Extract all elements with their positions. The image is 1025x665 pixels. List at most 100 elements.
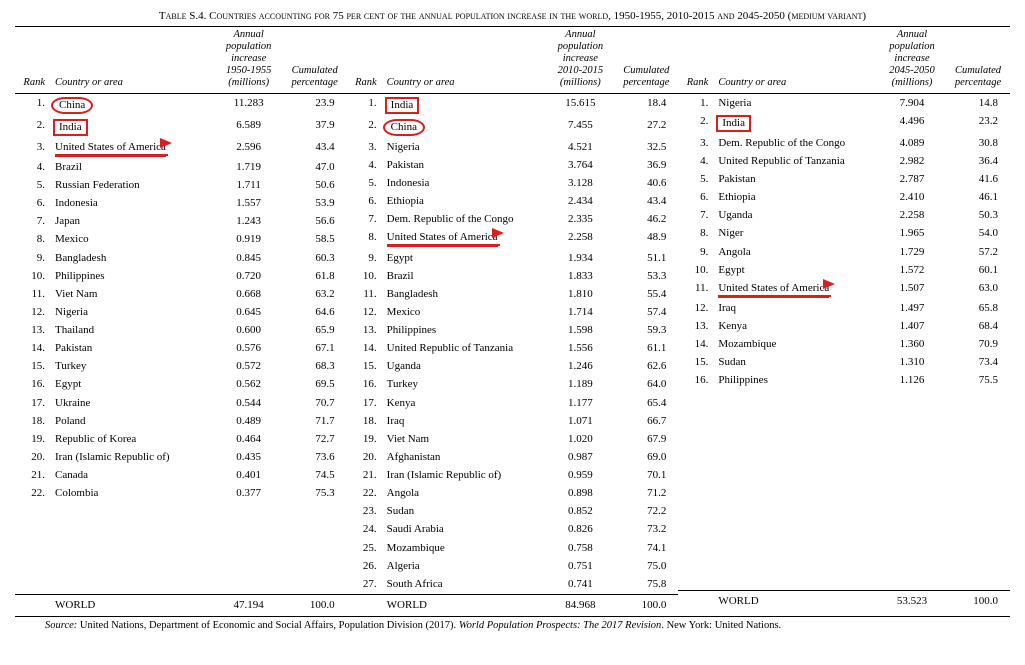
cell-cum: 68.4 — [946, 318, 1010, 336]
table-row: 10.Brazil1.83353.3 — [347, 267, 679, 285]
cell-cum: 36.9 — [614, 157, 678, 175]
cell-country: Bangladesh — [383, 286, 547, 304]
cell-country: Indonesia — [51, 195, 215, 213]
table-row: 16.Turkey1.18964.0 — [347, 376, 679, 394]
table-row: 4.Pakistan3.76436.9 — [347, 157, 679, 175]
cell-country: United States of America — [383, 229, 547, 249]
table-row: 9.Egypt1.93451.1 — [347, 249, 679, 267]
table-row-empty — [678, 463, 1010, 481]
table-row: 1.India15.61518.4 — [347, 94, 679, 117]
cell-cum: 61.1 — [614, 340, 678, 358]
table-row: 5.Indonesia3.12840.6 — [347, 175, 679, 193]
cell-country: Mozambique — [714, 336, 878, 354]
cell-rank: 12. — [347, 304, 383, 322]
cell-value: 0.898 — [546, 485, 614, 503]
cell-country: Philippines — [51, 267, 215, 285]
table-row: 13.Philippines1.59859.3 — [347, 322, 679, 340]
cell-cum: 37.9 — [283, 116, 347, 138]
col-country: Country or area — [51, 27, 215, 94]
table-row: 3.Nigeria4.52132.5 — [347, 139, 679, 157]
cell-rank: 1. — [15, 94, 51, 117]
cell-cum: 70.7 — [283, 394, 347, 412]
cell-country: Pakistan — [383, 157, 547, 175]
cell-rank: 7. — [15, 213, 51, 231]
cell-cum: 23.2 — [946, 112, 1010, 134]
cell-country: Canada — [51, 467, 215, 485]
cell-rank: 12. — [15, 304, 51, 322]
cell-cum: 75.3 — [283, 485, 347, 503]
table-row-empty — [678, 499, 1010, 517]
cell-cum: 74.5 — [283, 467, 347, 485]
cell-country: Indonesia — [383, 175, 547, 193]
cell-cum: 100.0 — [946, 590, 1010, 612]
cell-rank: 4. — [347, 157, 383, 175]
cell-rank: 22. — [347, 485, 383, 503]
cell-rank: 2. — [15, 116, 51, 138]
table-row: 12.Iraq1.49765.8 — [678, 300, 1010, 318]
cell-cum: 63.2 — [283, 286, 347, 304]
source-note: Source: United Nations, Department of Ec… — [15, 620, 1010, 631]
cell-cum: 53.3 — [614, 267, 678, 285]
col-rank: Rank — [347, 27, 383, 94]
cell-rank: 15. — [15, 358, 51, 376]
cell-cum: 54.0 — [946, 225, 1010, 243]
cell-rank: 14. — [678, 336, 714, 354]
cell-country: India — [714, 112, 878, 134]
cell-cum: 64.0 — [614, 376, 678, 394]
table-row-empty — [678, 445, 1010, 463]
cell-value: 1.729 — [878, 243, 946, 261]
cell-value: 0.987 — [546, 449, 614, 467]
cell-country: Bangladesh — [51, 249, 215, 267]
cell-cum: 69.0 — [614, 449, 678, 467]
cell-country: Niger — [714, 225, 878, 243]
cell-cum: 67.1 — [283, 340, 347, 358]
cell-rank: 21. — [15, 467, 51, 485]
cell-value: 1.714 — [546, 304, 614, 322]
cell-rank: 8. — [678, 225, 714, 243]
cell-cum: 71.7 — [283, 412, 347, 430]
table-row-empty — [678, 390, 1010, 408]
table-row: 10.Philippines0.72061.8 — [15, 267, 347, 285]
cell-country: Colombia — [51, 485, 215, 503]
cell-country: Pakistan — [51, 340, 215, 358]
cell-rank: 9. — [347, 249, 383, 267]
cell-cum: 58.5 — [283, 231, 347, 249]
cell-rank: 7. — [347, 211, 383, 229]
cell-value: 1.310 — [878, 354, 946, 372]
cell-country: Ethiopia — [383, 193, 547, 211]
data-table: RankCountry or areaAnnualpopulationincre… — [347, 27, 679, 616]
table-row-empty — [15, 539, 347, 557]
cell-value: 53.523 — [878, 590, 946, 612]
col-cum: Cumulatedpercentage — [283, 27, 347, 94]
cell-country: Viet Nam — [383, 431, 547, 449]
source-label: Source: — [45, 620, 77, 631]
table-row: 11.Viet Nam0.66863.2 — [15, 286, 347, 304]
cell-rank: 13. — [347, 322, 383, 340]
table-row: 8.Mexico0.91958.5 — [15, 231, 347, 249]
cell-country: Saudi Arabia — [383, 521, 547, 539]
cell-value: 1.833 — [546, 267, 614, 285]
table-row: 1.Nigeria7.90414.8 — [678, 94, 1010, 113]
cell-country: Republic of Korea — [51, 431, 215, 449]
cell-cum: 51.1 — [614, 249, 678, 267]
world-row: WORLD53.523100.0 — [678, 590, 1010, 612]
cell-value: 0.576 — [215, 340, 283, 358]
cell-cum: 47.0 — [283, 159, 347, 177]
table-row-empty — [15, 557, 347, 575]
table-row: 17.Ukraine0.54470.7 — [15, 394, 347, 412]
cell-country: Brazil — [383, 267, 547, 285]
table-row: 8.United States of America2.25848.9 — [347, 229, 679, 249]
panel-2010-2015: RankCountry or areaAnnualpopulationincre… — [347, 27, 679, 616]
cell-rank: 15. — [347, 358, 383, 376]
cell-value: 0.489 — [215, 412, 283, 430]
cell-value: 1.719 — [215, 159, 283, 177]
col-rank: Rank — [678, 27, 714, 94]
cell-cum: 75.5 — [946, 372, 1010, 390]
cell-country: Viet Nam — [51, 286, 215, 304]
table-row-empty — [678, 535, 1010, 553]
cell-country: Mozambique — [383, 539, 547, 557]
cell-country: China — [383, 116, 547, 138]
cell-cum: 27.2 — [614, 116, 678, 138]
panel-1950-1955: RankCountry or areaAnnualpopulationincre… — [15, 27, 347, 616]
cell-rank: 13. — [15, 322, 51, 340]
